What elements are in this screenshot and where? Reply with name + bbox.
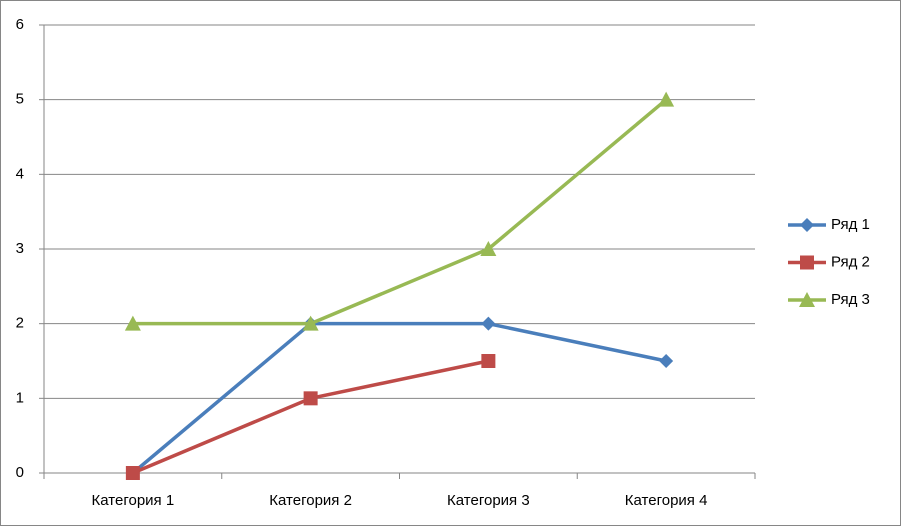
x-tick-label: Категория 4	[625, 492, 708, 509]
marker	[481, 316, 496, 331]
marker	[659, 354, 674, 368]
x-tick-label: Категория 2	[269, 492, 352, 509]
legend-marker	[800, 255, 814, 270]
series-line	[131, 321, 667, 475]
marker	[125, 466, 140, 480]
marker	[658, 91, 675, 107]
y-tick-label: 5	[16, 91, 24, 108]
x-tick-label: Категория 1	[92, 492, 175, 509]
y-tick-label: 2	[16, 315, 24, 332]
y-tick-label: 0	[16, 464, 24, 481]
y-tick-label: 3	[16, 240, 24, 257]
legend-marker	[800, 218, 814, 232]
marker	[303, 391, 318, 406]
marker	[481, 354, 496, 368]
y-tick-label: 1	[16, 389, 24, 406]
legend-label: Ряд 1	[831, 216, 870, 233]
marker	[124, 315, 141, 331]
legend-label: Ряд 3	[831, 291, 870, 308]
legend-label: Ряд 2	[831, 253, 870, 270]
y-tick-label: 4	[16, 165, 24, 182]
marker	[302, 315, 319, 331]
legend-marker	[799, 292, 815, 307]
y-tick-label: 6	[16, 16, 24, 33]
x-tick-label: Категория 3	[447, 492, 530, 509]
series-line	[132, 98, 668, 326]
marker	[480, 241, 497, 256]
